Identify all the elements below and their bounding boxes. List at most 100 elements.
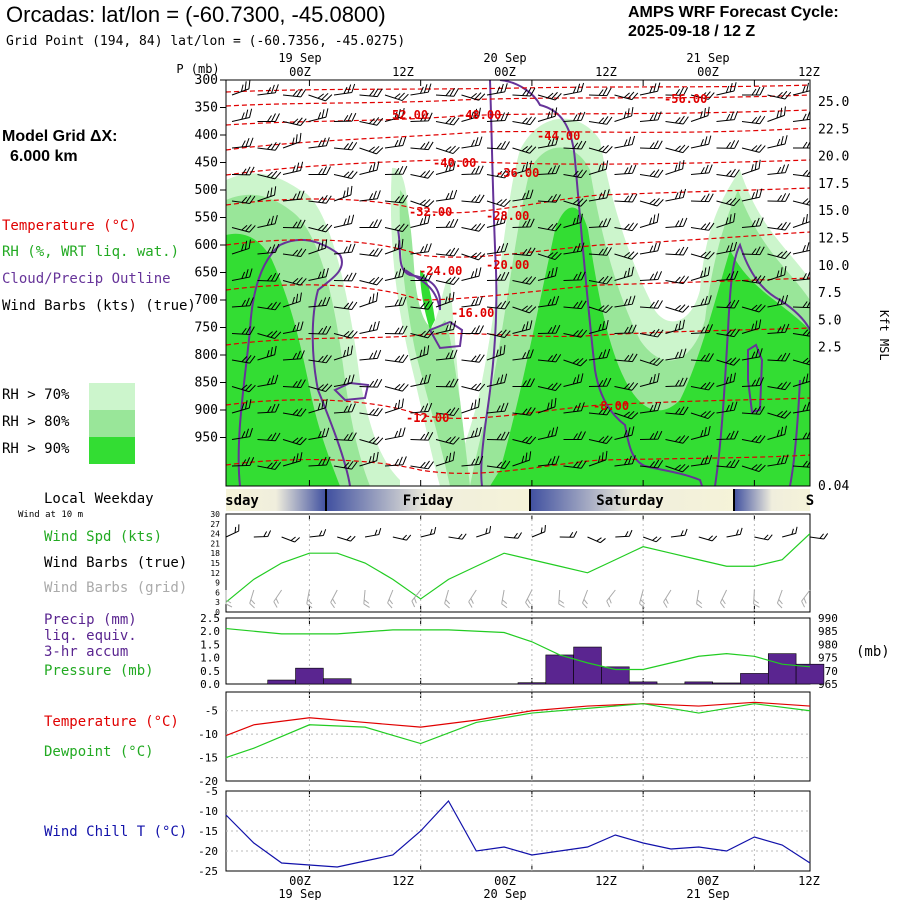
wind-barb: [741, 434, 766, 444]
wind-barb-shape: [410, 83, 432, 96]
wind-speed-label: Wind Spd (kts): [44, 529, 163, 545]
wind-barb-shape: [308, 456, 331, 467]
wind-barb: [359, 145, 384, 155]
wind-barb-shape: [231, 80, 251, 96]
pressure-tick: 850: [195, 376, 218, 391]
surface-wind-barb-shape: [337, 535, 356, 542]
wind-barb: [639, 140, 663, 150]
grid-wind-barb-shape: [753, 589, 760, 608]
legend-wind: Wind Barbs (kts) (true): [2, 298, 196, 314]
pressure-tick: 400: [195, 128, 218, 143]
top-time-tick: 00Z: [289, 65, 311, 79]
wind-barb-shape: [512, 218, 535, 228]
wind-barb-shape: [614, 222, 638, 232]
wind-barb: [384, 92, 409, 102]
kft-tick: 5.0: [818, 313, 841, 328]
wind-barb-shape: [435, 436, 460, 445]
wind-barb-shape: [639, 401, 662, 414]
top-date-tick: 21 Sep: [686, 51, 729, 65]
wind-barb: [384, 136, 407, 149]
wind-barb: [537, 295, 560, 308]
wind-barb-shape: [665, 304, 690, 313]
wind-barb: [461, 92, 486, 101]
wind-barb: [741, 246, 765, 256]
station-title: Orcadas: lat/lon = (-60.7300, -45.0800): [6, 2, 386, 27]
wind-barb: [257, 374, 279, 387]
grid-wind-barb: [606, 589, 616, 608]
wind-barb-shape: [512, 406, 536, 416]
wind-barb: [639, 197, 664, 207]
wind-barb: [792, 241, 810, 255]
wind-barb-shape: [282, 219, 306, 229]
wind-barb: [563, 140, 587, 150]
surface-wind-barb: [809, 533, 829, 540]
wind-barb-shape: [257, 84, 279, 96]
wind-barb: [231, 399, 252, 414]
wind-barb: [588, 406, 613, 416]
wind-barb-shape: [461, 267, 482, 281]
grid-wind-barb-shape: [468, 589, 477, 608]
wind-barb: [614, 251, 639, 260]
windchill-tick: -10: [198, 805, 218, 818]
wind-barb-shape: [690, 106, 710, 122]
surface-wind-barb-shape: [420, 526, 437, 538]
grid-wind-barb-shape: [558, 589, 565, 608]
cloud-outline: [428, 320, 464, 350]
surface-wind-barb-shape: [364, 527, 382, 538]
wind-barb-shape: [410, 214, 431, 228]
pressure-axis-title: P (mb): [176, 62, 219, 76]
wind-barb-shape: [333, 460, 358, 470]
grid-wind-barb-shape: [582, 589, 588, 609]
wind-barb: [435, 145, 460, 155]
surface-wind-barb-shape: [504, 532, 522, 539]
wind-barb-shape: [588, 406, 613, 416]
wind-barb-shape: [639, 140, 663, 150]
wind-barb: [282, 88, 307, 98]
wind-barb-shape: [767, 266, 787, 281]
forecast-cycle-value: 2025-09-18 / 12 Z: [628, 23, 756, 40]
wind-barb-shape: [563, 459, 587, 469]
wind-barb: [792, 212, 810, 228]
isotherm: [226, 159, 810, 176]
wind-barb: [741, 406, 765, 415]
wind-barb: [767, 381, 791, 391]
grid-wind-barb-shape: [719, 589, 728, 609]
wind-barb: [690, 91, 715, 100]
surface-wind-barb-shape: [782, 526, 798, 538]
wind-barb: [639, 82, 661, 96]
wind-barb-shape: [665, 348, 687, 361]
surface-wind-barb: [337, 535, 356, 542]
wind-barb-shape: [384, 398, 404, 414]
wind-barb-shape: [486, 402, 509, 414]
wind-barb: [716, 270, 739, 281]
wind-barb-shape: [639, 300, 663, 309]
bottom-time-tick: 12Z: [595, 874, 617, 888]
grid-wind-barb: [776, 589, 783, 609]
wind-barb-shape: [665, 87, 689, 96]
wind-barb: [333, 243, 356, 255]
wind-speed-tick: 18: [210, 549, 220, 558]
wind-barb-shape: [588, 450, 608, 467]
grid-wind-barb: [468, 589, 477, 608]
precip-bar: [712, 682, 741, 685]
wind-barb: [333, 403, 356, 414]
local-weekday-label: Local Weekday: [44, 491, 154, 507]
grid-wind-barb-shape: [249, 589, 256, 609]
wind-barb-shape: [741, 377, 765, 387]
wind-barb: [333, 141, 358, 151]
wind-barb-shape: [435, 291, 455, 308]
wind-barb: [792, 299, 810, 309]
wind-barb: [588, 435, 613, 445]
wind-barb-shape: [384, 194, 409, 204]
wind-barb: [767, 221, 791, 231]
wind-barb-shape: [486, 213, 507, 228]
surface-wind-barb: [698, 535, 718, 542]
wind-barb-shape: [486, 112, 510, 122]
wind-barb: [537, 222, 562, 232]
wind-barb-shape: [333, 83, 356, 96]
wind-barb: [231, 195, 256, 205]
wind-barb-shape: [461, 165, 484, 175]
wind-barb: [588, 319, 609, 334]
wind-barb-shape: [563, 357, 588, 367]
wind-barb-shape: [231, 297, 254, 308]
